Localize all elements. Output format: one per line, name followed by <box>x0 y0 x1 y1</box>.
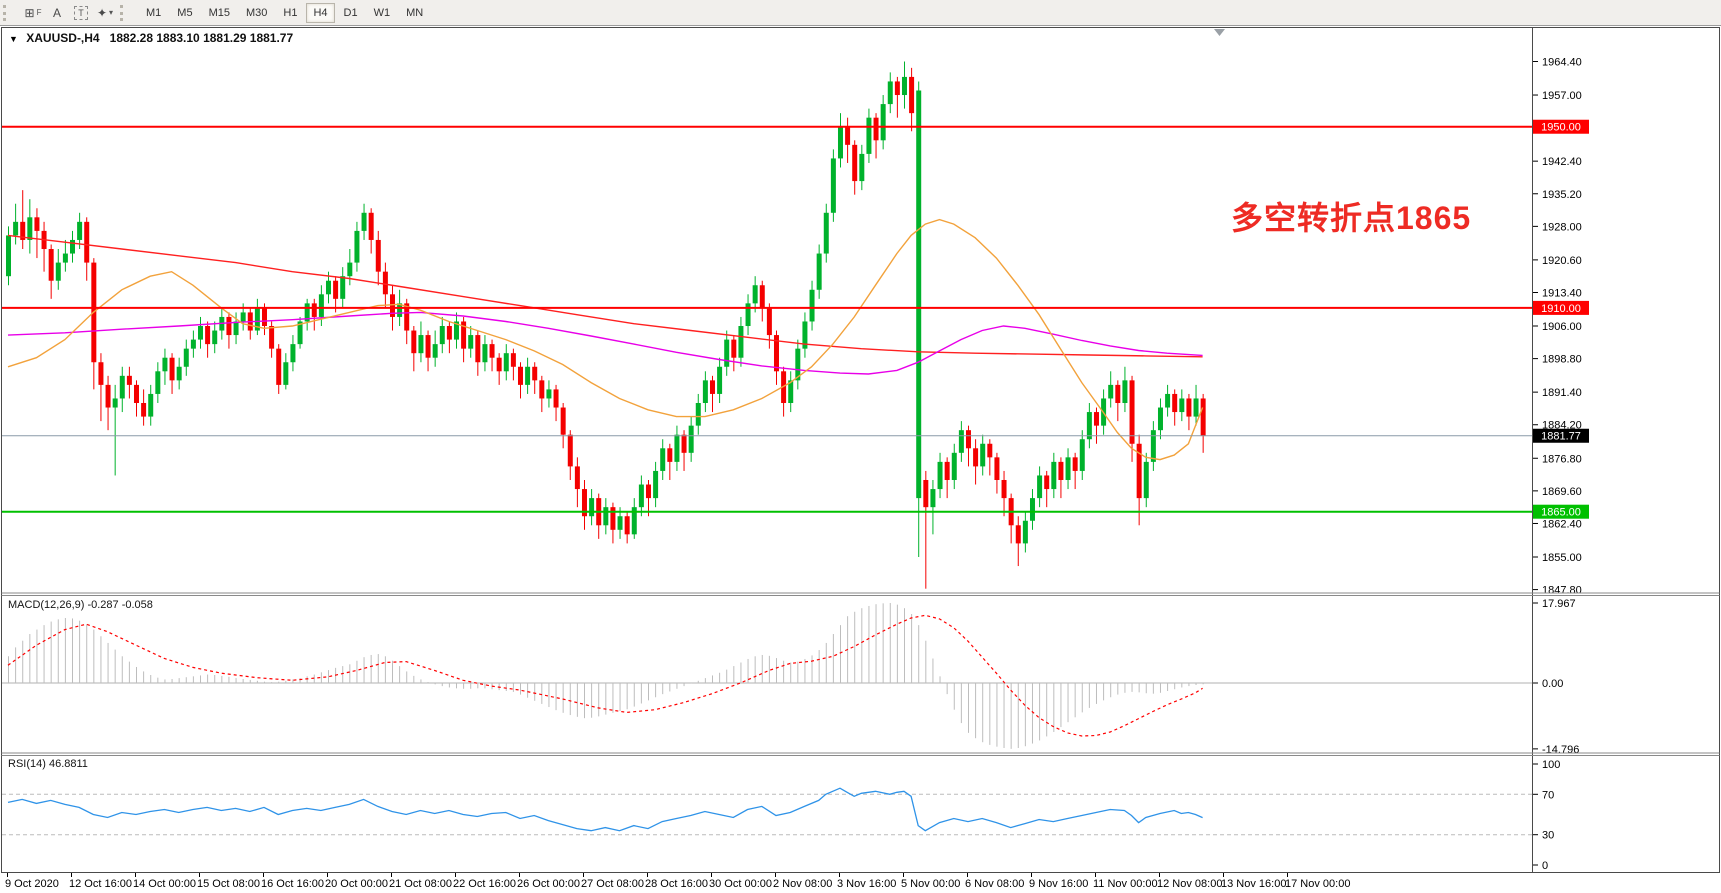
toolbar-grip[interactable] <box>3 4 11 21</box>
timeframe-m5-button[interactable]: M5 <box>177 6 193 19</box>
ma-fast-orange <box>7 218 1204 461</box>
svg-text:1957.00: 1957.00 <box>1542 90 1582 102</box>
svg-text:3 Nov 16:00: 3 Nov 16:00 <box>837 878 896 890</box>
text-box-icon[interactable]: T <box>69 2 93 24</box>
svg-text:15 Oct 08:00: 15 Oct 08:00 <box>197 878 260 890</box>
svg-text:6 Nov 08:00: 6 Nov 08:00 <box>965 878 1024 890</box>
svg-text:1881.77: 1881.77 <box>1541 431 1581 443</box>
timeframe-h1-button[interactable]: H1 <box>283 6 298 19</box>
svg-text:1964.40: 1964.40 <box>1542 57 1582 69</box>
svg-text:27 Oct 08:00: 27 Oct 08:00 <box>581 878 644 890</box>
svg-text:1869.60: 1869.60 <box>1542 486 1582 498</box>
rsi-panel[interactable] <box>2 787 1532 836</box>
main-price-panel[interactable] <box>2 61 1532 589</box>
svg-text:1884.20: 1884.20 <box>1542 420 1582 432</box>
timeframe-buttons: M1 M5 M15 M30 H1 H4 D1 W1 MN <box>138 2 431 23</box>
rsi-indicator-label: RSI(14) 46.8811 <box>8 758 88 770</box>
chart-shift-marker-icon[interactable] <box>1214 29 1225 36</box>
svg-text:17 Nov 00:00: 17 Nov 00:00 <box>1285 878 1350 890</box>
toolbar-grip-2[interactable] <box>120 4 128 21</box>
price-axis[interactable]: 1964.40 1957.00 1942.40 1935.20 1928.00 1920.… <box>1532 57 1589 872</box>
svg-text:1865.00: 1865.00 <box>1541 507 1581 519</box>
draw-objects-icon[interactable]: ✦ ▾ <box>96 5 114 20</box>
svg-text:100: 100 <box>1542 759 1560 771</box>
svg-text:28 Oct 16:00: 28 Oct 16:00 <box>645 878 708 890</box>
crosshair-grid-icon[interactable]: ⊞ F <box>24 5 42 20</box>
svg-text:1891.40: 1891.40 <box>1542 387 1582 399</box>
svg-text:9 Nov 16:00: 9 Nov 16:00 <box>1029 878 1088 890</box>
svg-text:-14.796: -14.796 <box>1542 744 1579 756</box>
svg-text:1847.80: 1847.80 <box>1542 585 1582 597</box>
ma-mid-magenta <box>7 311 1203 375</box>
chart-annotation-text: 多空转折点1865 <box>1231 200 1472 236</box>
macd-panel[interactable] <box>2 603 1532 749</box>
symbol-period-label: XAUUSD-,H4 <box>26 31 100 45</box>
svg-text:2 Nov 08:00: 2 Nov 08:00 <box>773 878 832 890</box>
svg-text:1913.40: 1913.40 <box>1542 287 1582 299</box>
svg-text:1906.00: 1906.00 <box>1542 321 1582 333</box>
svg-text:12 Oct 16:00: 12 Oct 16:00 <box>69 878 132 890</box>
svg-text:16 Oct 16:00: 16 Oct 16:00 <box>261 878 324 890</box>
svg-text:1928.00: 1928.00 <box>1542 221 1582 233</box>
macd-indicator-label: MACD(12,26,9) -0.287 -0.058 <box>8 599 153 611</box>
svg-text:9 Oct 2020: 9 Oct 2020 <box>5 878 59 890</box>
chart-title: ▼ XAUUSD-,H4 1882.28 1883.10 1881.29 188… <box>9 31 293 45</box>
symbol-caret-icon[interactable]: ▼ <box>9 34 18 44</box>
svg-text:13 Nov 16:00: 13 Nov 16:00 <box>1221 878 1286 890</box>
svg-text:1920.60: 1920.60 <box>1542 255 1582 267</box>
svg-text:30 Oct 00:00: 30 Oct 00:00 <box>709 878 772 890</box>
timeframe-m15-button[interactable]: M15 <box>208 6 230 19</box>
svg-text:26 Oct 00:00: 26 Oct 00:00 <box>517 878 580 890</box>
timeframe-m30-button[interactable]: M30 <box>245 6 268 19</box>
svg-text:17.967: 17.967 <box>1542 598 1576 610</box>
chart-frame <box>1 27 1720 873</box>
svg-text:1855.00: 1855.00 <box>1542 552 1582 564</box>
svg-text:0: 0 <box>1542 860 1548 872</box>
svg-text:1898.80: 1898.80 <box>1542 354 1582 366</box>
time-axis[interactable]: 9 Oct 2020 12 Oct 16:00 14 Oct 00:00 15 Oct… <box>5 872 1350 891</box>
svg-text:30: 30 <box>1542 830 1554 842</box>
svg-text:11 Nov 00:00: 11 Nov 00:00 <box>1093 878 1158 890</box>
svg-text:0.00: 0.00 <box>1542 678 1563 690</box>
ohlc-quote-label: 1882.28 1883.10 1881.29 1881.77 <box>109 31 294 45</box>
svg-text:22 Oct 16:00: 22 Oct 16:00 <box>453 878 516 890</box>
svg-text:21 Oct 08:00: 21 Oct 08:00 <box>389 878 452 890</box>
timeframe-d1-button[interactable]: D1 <box>343 6 358 19</box>
ma-slow-red <box>7 234 1203 358</box>
drawing-tools: ⊞ F A T ✦ ▾ <box>21 2 117 24</box>
timeframe-h4-button[interactable]: H4 <box>306 2 335 23</box>
svg-text:1950.00: 1950.00 <box>1541 122 1581 134</box>
svg-text:1942.40: 1942.40 <box>1542 156 1582 168</box>
svg-text:1876.80: 1876.80 <box>1542 453 1582 465</box>
svg-text:5 Nov 00:00: 5 Nov 00:00 <box>901 878 960 890</box>
svg-text:70: 70 <box>1542 789 1554 801</box>
svg-text:14 Oct 00:00: 14 Oct 00:00 <box>133 878 196 890</box>
svg-text:1862.40: 1862.40 <box>1542 518 1582 530</box>
svg-text:20 Oct 00:00: 20 Oct 00:00 <box>325 878 388 890</box>
label-a-icon[interactable]: A <box>52 5 61 20</box>
svg-text:1910.00: 1910.00 <box>1541 303 1581 315</box>
timeframe-w1-button[interactable]: W1 <box>373 6 391 19</box>
timeframe-mn-button[interactable]: MN <box>406 6 424 19</box>
timeframe-m1-button[interactable]: M1 <box>146 6 162 19</box>
svg-text:1935.20: 1935.20 <box>1542 189 1582 201</box>
svg-text:12 Nov 08:00: 12 Nov 08:00 <box>1157 878 1222 890</box>
toolbar: ⊞ F A T ✦ ▾ M1 M5 M15 M30 H1 H4 D1 W1 MN <box>0 0 1721 26</box>
